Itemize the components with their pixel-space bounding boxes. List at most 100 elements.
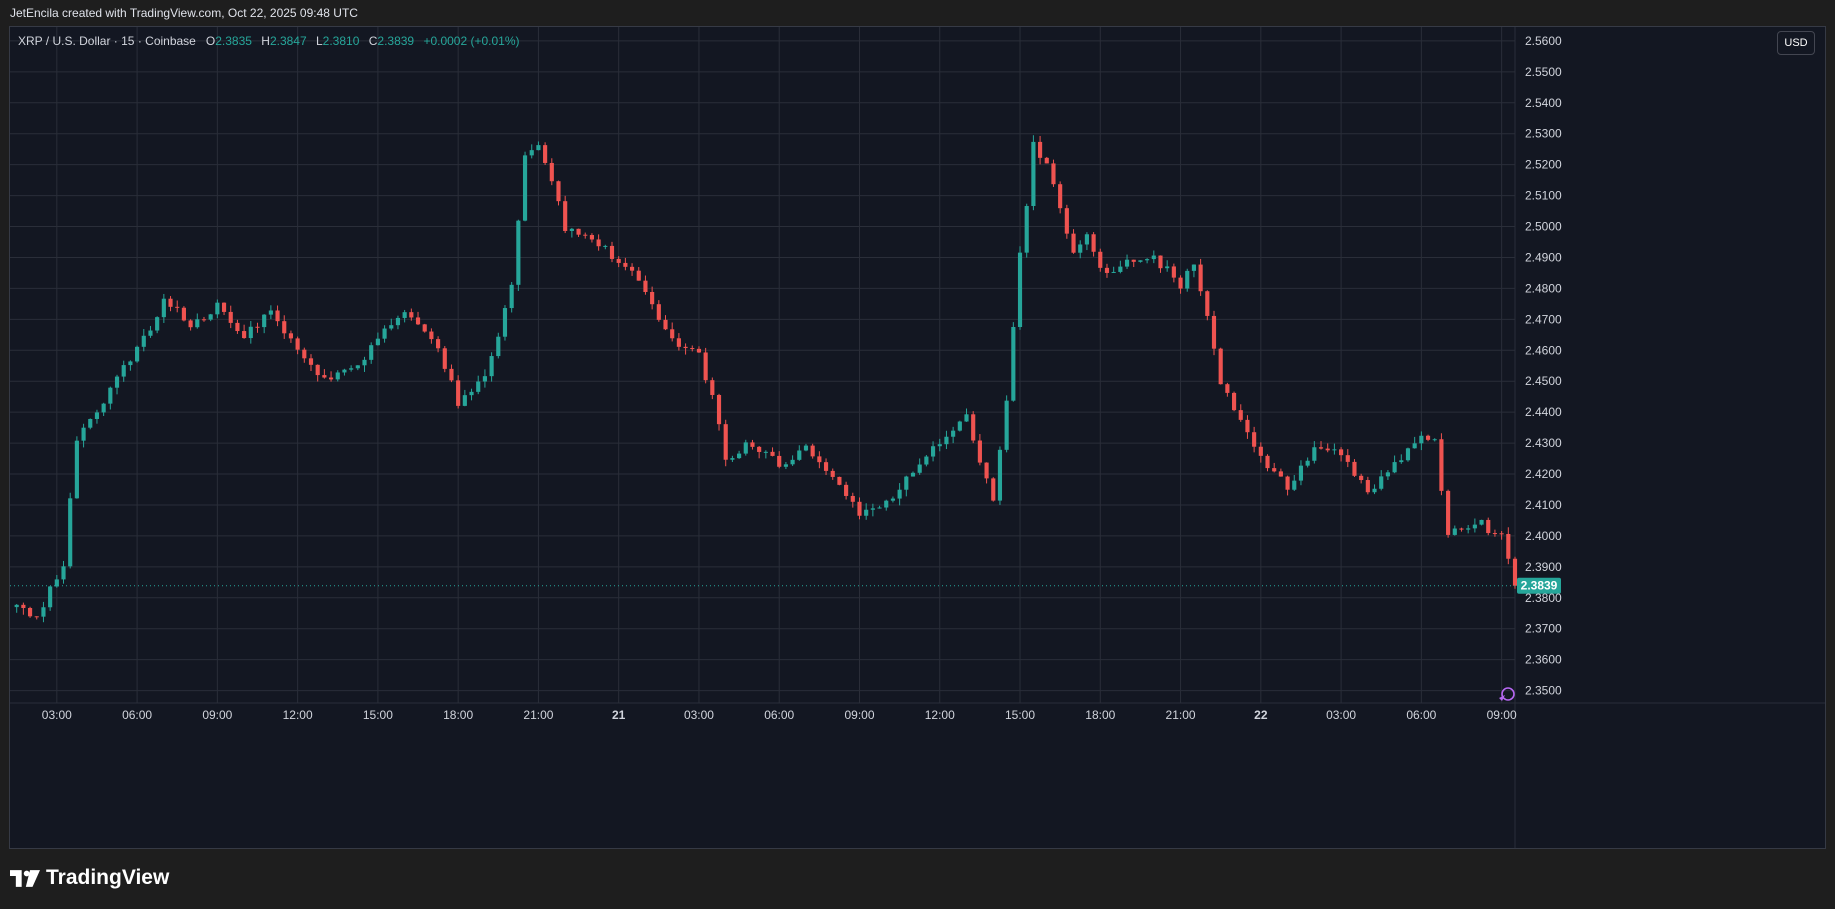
candle-body xyxy=(1145,259,1150,261)
price-tick-label: 2.4600 xyxy=(1525,343,1562,357)
candle-body xyxy=(930,446,936,457)
candle-body xyxy=(322,375,327,378)
candle-body xyxy=(1419,435,1424,444)
candle-body xyxy=(1225,384,1230,393)
candle-body xyxy=(74,440,79,499)
candle-body xyxy=(1359,475,1364,481)
price-tick-label: 2.5200 xyxy=(1525,158,1562,172)
candle-body xyxy=(54,579,59,587)
candle-body xyxy=(1165,266,1170,269)
price-axis[interactable]: 2.3500 2.3600 2.3700 2.3800 2.3900 2.4000 2.41… xyxy=(1525,34,1562,698)
price-tick-label: 2.4700 xyxy=(1525,312,1562,326)
candle-body xyxy=(415,317,421,325)
candle-body xyxy=(864,509,869,516)
candle-body xyxy=(1372,488,1377,493)
price-tick-label: 2.3500 xyxy=(1525,684,1562,698)
candle-body xyxy=(328,377,334,380)
price-tick-label: 2.5100 xyxy=(1525,189,1562,203)
candle-body xyxy=(1379,476,1384,489)
candle-body xyxy=(984,462,989,479)
candle-body xyxy=(155,317,160,331)
candle-body xyxy=(716,394,722,425)
candle-body xyxy=(991,478,996,501)
time-tick-label: 18:00 xyxy=(443,708,473,722)
candle-body xyxy=(1412,443,1417,449)
candle-body xyxy=(1104,267,1110,273)
candlestick-chart[interactable]: 2.3839 2.3500 2.3600 2.3700 2.3800 2.3900 2.4… xyxy=(10,27,1825,848)
price-tick-label: 2.4200 xyxy=(1525,467,1562,481)
candle-body xyxy=(1318,447,1324,449)
time-tick-label: 15:00 xyxy=(363,708,393,722)
candle-body xyxy=(1185,270,1190,289)
time-axis[interactable]: 03:00 06:00 09:00 12:00 15:00 18:00 21:00 21 03:… xyxy=(42,708,1517,722)
chart-marker[interactable] xyxy=(1499,687,1515,701)
open-label: O xyxy=(205,34,216,48)
candle-body xyxy=(1004,400,1009,450)
candle-body xyxy=(1091,234,1096,252)
chart-panel[interactable]: 2.3839 2.3500 2.3600 2.3700 2.3800 2.3900 2.4… xyxy=(9,26,1826,849)
candle-body xyxy=(897,489,902,499)
candle-body xyxy=(1078,244,1083,253)
candle-body xyxy=(636,270,641,281)
time-tick-label: 09:00 xyxy=(202,708,232,722)
candle-body xyxy=(703,352,708,381)
candle-body xyxy=(482,376,487,382)
candle-body xyxy=(27,608,33,617)
candle-body xyxy=(201,319,207,321)
candle-body xyxy=(1432,439,1437,441)
candle-body xyxy=(108,387,113,404)
candle-body xyxy=(783,464,788,467)
candle-body xyxy=(21,604,26,609)
candle-body xyxy=(128,361,133,366)
candle-body xyxy=(1178,277,1183,289)
time-tick-label: 06:00 xyxy=(1406,708,1436,722)
candle-body xyxy=(48,586,53,608)
candle-body xyxy=(904,476,909,490)
candle-body xyxy=(1205,291,1210,316)
candle-body xyxy=(462,395,467,406)
time-tick-label: 06:00 xyxy=(122,708,152,722)
candle-body xyxy=(135,346,140,362)
candle-body xyxy=(690,348,695,350)
candle-body xyxy=(181,307,186,321)
candle-body xyxy=(68,498,73,567)
candle-body xyxy=(616,258,621,263)
candle-body xyxy=(536,145,541,151)
candle-body xyxy=(1399,460,1404,463)
candle-body xyxy=(924,456,929,465)
candle-body xyxy=(1459,528,1464,530)
candle-body xyxy=(114,376,120,388)
candle-body xyxy=(1325,448,1330,451)
close-value: 2.3839 xyxy=(377,34,415,48)
candle-body xyxy=(1024,206,1029,253)
candle-body xyxy=(569,228,574,231)
alert-marker-icon xyxy=(1499,687,1515,701)
price-tick-label: 2.4400 xyxy=(1525,405,1562,419)
candle-body xyxy=(583,234,588,236)
candle-body xyxy=(877,507,882,509)
currency-button[interactable]: USD xyxy=(1777,31,1815,55)
candle-body xyxy=(349,368,354,370)
candle-body xyxy=(743,442,748,454)
open-value: 2.3835 xyxy=(215,34,252,48)
candle-body xyxy=(1151,255,1156,260)
candle-body xyxy=(235,322,240,332)
candle-body xyxy=(589,235,595,240)
candle-body xyxy=(1038,141,1043,158)
time-tick-label: 03:00 xyxy=(42,708,72,722)
candle-body xyxy=(469,391,474,396)
brand-name: TradingView xyxy=(46,866,170,889)
high-value: 2.3847 xyxy=(269,34,307,48)
candle-body xyxy=(1245,419,1250,433)
candle-body xyxy=(750,442,755,447)
candle-body xyxy=(1298,465,1304,481)
candle-body xyxy=(1051,163,1056,185)
candle-body xyxy=(1312,447,1317,461)
candle-body xyxy=(790,459,795,465)
candle-body xyxy=(1365,480,1370,493)
candle-body xyxy=(1044,157,1049,164)
candle-body xyxy=(101,403,106,413)
candle-body xyxy=(175,306,180,308)
candle-body xyxy=(228,311,233,323)
candle-body xyxy=(643,280,648,292)
